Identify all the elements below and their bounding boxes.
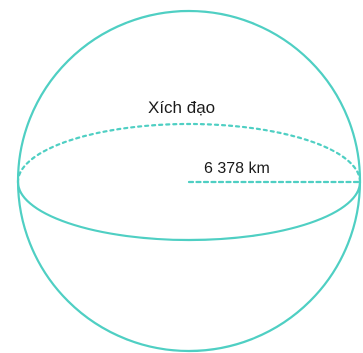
equator-label: Xích đạo <box>148 98 215 117</box>
equator-back-arc <box>16 122 362 184</box>
equator-front-arc <box>16 181 362 242</box>
radius-label: 6 378 km <box>204 160 270 177</box>
